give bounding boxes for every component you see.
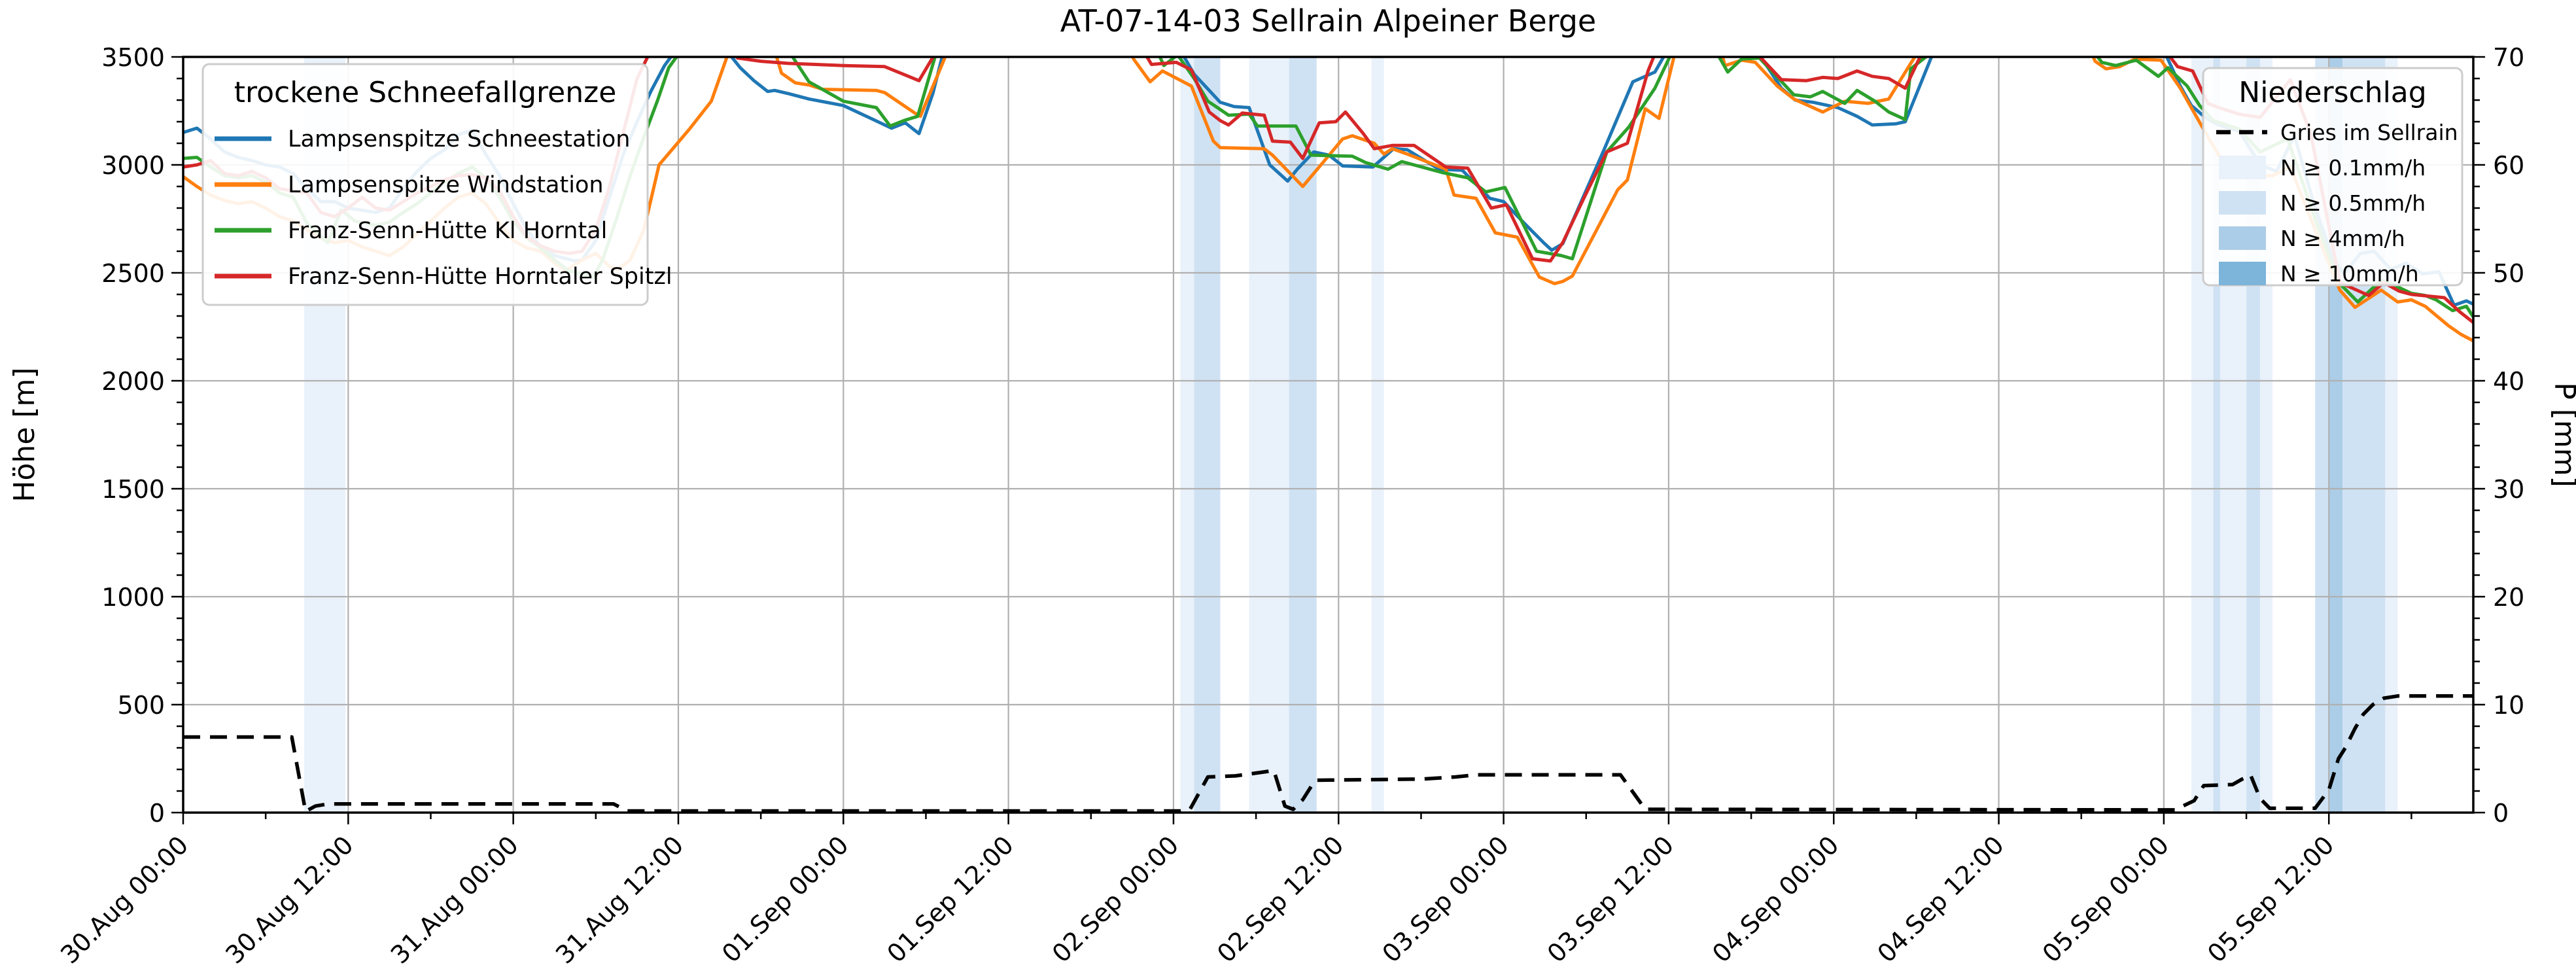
precip-band [1180, 57, 1194, 813]
y-tick-label: 1500 [101, 475, 165, 504]
precip-legend-level-item: N ≥ 10mm/h [2280, 261, 2419, 287]
y-tick-label: 70 [2493, 43, 2524, 72]
plot-border [182, 56, 2475, 814]
snowline-legend-item: Franz-Senn-Hütte Horntaler Spitzl [288, 264, 672, 290]
y-tick-label: 20 [2493, 583, 2524, 612]
y-tick-label: 10 [2493, 691, 2524, 720]
precip-band [1249, 57, 1289, 813]
y-tick-label: 1000 [101, 583, 165, 612]
precip-legend-level-item: N ≥ 0.5mm/h [2280, 190, 2426, 216]
precip-legend: Niederschlag Gries im Sellrain N ≥ 0.1mm/h… [2202, 67, 2463, 287]
snowline-legend: trockene Schneefallgrenze Lampsenspitze S… [201, 63, 672, 306]
gridlines [183, 57, 2473, 813]
left-axis-label: Höhe [m] [8, 367, 41, 502]
snowline-legend-item: Lampsenspitze Schneestation [288, 126, 630, 152]
precip-band [2213, 57, 2221, 813]
precip-legend-level-item: N ≥ 4mm/h [2280, 226, 2405, 251]
precip-band [1194, 57, 1221, 813]
precip-dashed-line [183, 694, 2473, 813]
y-tick-label: 30 [2493, 475, 2524, 504]
precip-legend-level-item: N ≥ 0.1mm/h [2280, 155, 2426, 181]
snowline-legend-item: Franz-Senn-Hütte Kl Horntal [288, 218, 607, 244]
y-tick-label: 0 [2493, 799, 2509, 828]
precip-legend-line-item: Gries im Sellrain [2280, 120, 2458, 145]
y-tick-label: 40 [2493, 367, 2524, 396]
right-axis-label: P [mm] [2548, 382, 2576, 487]
y-tick-label: 3000 [101, 151, 165, 180]
snowline-legend-title: trockene Schneefallgrenze [234, 76, 617, 109]
y-tick-label: 0 [149, 799, 165, 828]
y-tick-label: 50 [2493, 259, 2524, 288]
y-tick-label: 3500 [101, 43, 165, 72]
snowline-legend-item: Lampsenspitze Windstation [288, 172, 604, 198]
y-tick-label: 2000 [101, 367, 165, 396]
y-tick-label: 2500 [101, 259, 165, 288]
precip-band [1289, 57, 1317, 813]
y-tick-labels-right: 0 10 20 30 40 50 60 70 [2493, 43, 2524, 828]
y-tick-label: 500 [117, 691, 165, 720]
chart-title: AT-07-14-03 Sellrain Alpeiner Berge [1060, 3, 1597, 39]
y-tick-label: 60 [2493, 151, 2524, 180]
precip-band [1371, 57, 1384, 813]
y-tick-labels-left: 0 500 1000 1500 2000 2500 3000 3500 [101, 43, 165, 828]
precip-legend-title: Niederschlag [2238, 76, 2426, 109]
